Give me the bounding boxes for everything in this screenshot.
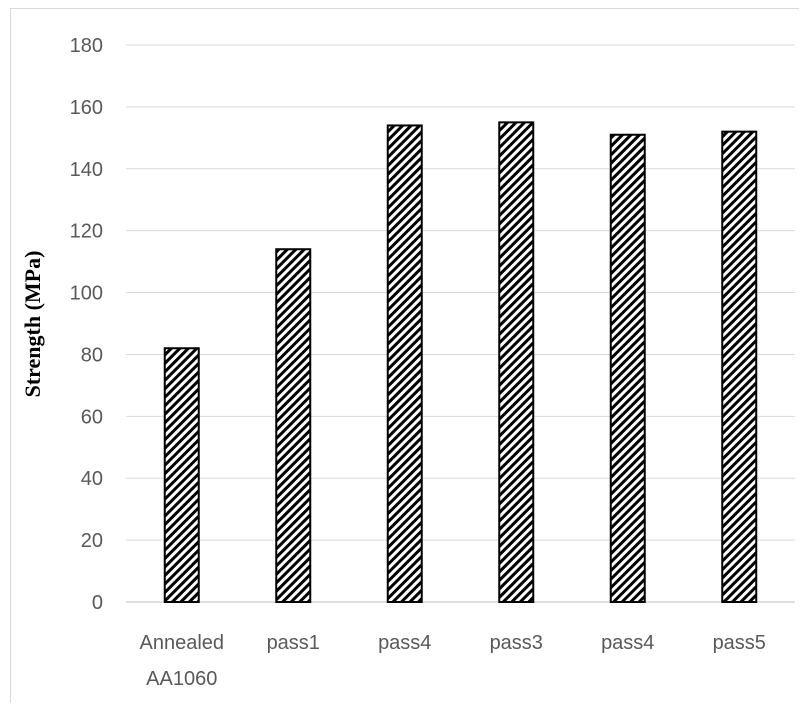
bar — [721, 130, 758, 603]
y-tick-labels: 0 20 40 60 80 100 120 140 160 180 — [70, 35, 103, 614]
x-tick-label: pass4 — [601, 632, 654, 654]
y-tick-label: 80 — [81, 344, 103, 366]
y-tick-label: 20 — [81, 530, 103, 552]
y-tick-label: 160 — [70, 97, 103, 119]
x-tick-labels: Annealed AA1060 pass1 pass4 pass3 pass4 pass5 — [139, 632, 765, 690]
bars — [163, 121, 758, 603]
y-tick-label: 100 — [70, 283, 103, 305]
y-tick-label: 120 — [70, 221, 103, 243]
y-tick-label: 40 — [81, 468, 103, 490]
x-tick-label: pass3 — [490, 632, 543, 654]
y-axis-label: Strength (MPa) — [20, 251, 45, 398]
y-tick-label: 140 — [70, 159, 103, 181]
gridlines — [126, 44, 795, 603]
chart-frame — [10, 8, 799, 703]
bar — [386, 124, 423, 603]
x-tick-label: pass1 — [267, 632, 320, 654]
bar — [609, 133, 646, 603]
x-tick-label: AA1060 — [146, 668, 217, 690]
y-tick-label: 60 — [81, 406, 103, 428]
x-tick-label: Annealed — [139, 632, 224, 654]
x-tick-label: pass5 — [713, 632, 766, 654]
bar — [498, 121, 535, 603]
x-tick-label: pass4 — [378, 632, 431, 654]
bar — [163, 347, 200, 603]
y-tick-label: 180 — [70, 35, 103, 57]
bar — [275, 248, 312, 603]
y-tick-label: 0 — [92, 592, 103, 614]
